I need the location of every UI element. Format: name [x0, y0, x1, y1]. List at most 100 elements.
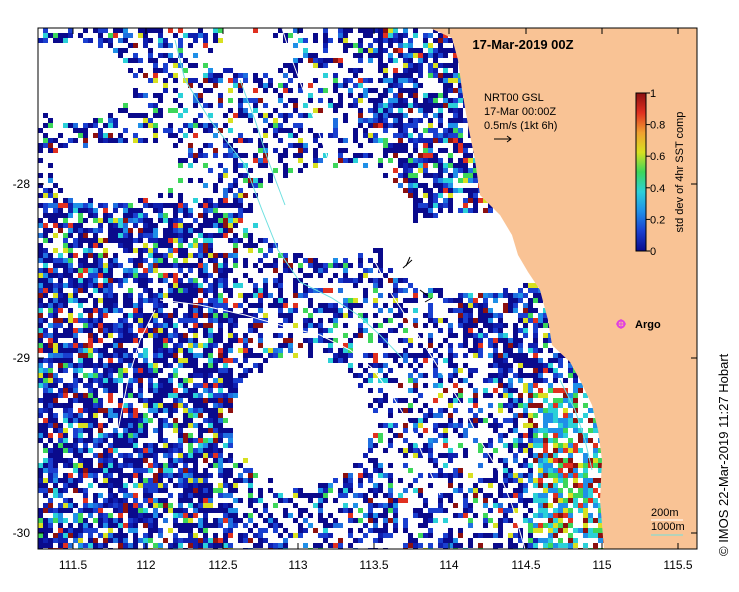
- sst-pixel: [453, 408, 458, 413]
- sst-pixel: [378, 258, 383, 263]
- sst-pixel: [253, 128, 258, 133]
- sst-pixel: [418, 48, 423, 53]
- sst-pixel: [198, 213, 203, 218]
- sst-pixel: [153, 328, 158, 333]
- sst-pixel: [143, 228, 148, 233]
- sst-pixel: [383, 78, 388, 83]
- sst-pixel: [143, 453, 148, 458]
- vector-info-box: NRT00 GSL 17-Mar 00:00Z 0.5m/s (1kt 6h): [484, 92, 557, 143]
- sst-pixel: [418, 63, 423, 68]
- sst-pixel: [588, 418, 593, 423]
- sst-pixel: [568, 373, 573, 378]
- sst-pixel: [168, 253, 173, 258]
- sst-pixel: [348, 298, 353, 303]
- sst-pixel: [113, 388, 118, 393]
- sst-pixel: [38, 538, 43, 543]
- sst-pixel: [513, 398, 518, 403]
- sst-pixel: [158, 468, 163, 473]
- sst-pixel: [273, 518, 278, 523]
- sst-pixel: [98, 238, 103, 243]
- sst-pixel: [158, 308, 163, 313]
- sst-pixel: [493, 293, 498, 298]
- sst-pixel: [103, 213, 108, 218]
- sst-pixel: [83, 408, 88, 413]
- sst-pixel: [198, 493, 203, 498]
- sst-pixel: [558, 508, 563, 513]
- sst-pixel: [463, 333, 468, 338]
- sst-pixel: [183, 293, 188, 298]
- sst-pixel: [443, 178, 448, 183]
- sst-pixel: [83, 463, 88, 468]
- sst-pixel: [93, 118, 98, 123]
- sst-pixel: [393, 78, 398, 83]
- sst-pixel: [518, 473, 523, 478]
- sst-pixel: [208, 73, 213, 78]
- sst-pixel: [83, 208, 88, 213]
- sst-pixel: [93, 273, 98, 278]
- sst-pixel: [48, 258, 53, 263]
- sst-pixel: [203, 63, 208, 68]
- sst-pixel: [473, 368, 478, 373]
- sst-pixel: [68, 358, 73, 363]
- sst-pixel: [123, 543, 128, 548]
- sst-pixel: [63, 463, 68, 468]
- sst-pixel: [128, 288, 133, 293]
- sst-pixel: [343, 478, 348, 483]
- sst-pixel: [203, 273, 208, 278]
- sst-pixel: [78, 238, 83, 243]
- sst-pixel: [253, 153, 258, 158]
- sst-pixel: [168, 353, 173, 358]
- sst-pixel: [53, 488, 58, 493]
- sst-pixel: [228, 108, 233, 113]
- sst-pixel: [458, 303, 463, 308]
- sst-pixel: [213, 38, 218, 43]
- sst-pixel: [188, 128, 193, 133]
- sst-pixel: [123, 368, 128, 373]
- sst-pixel: [193, 473, 198, 478]
- sst-pixel: [218, 508, 223, 513]
- sst-pixel: [318, 98, 323, 103]
- sst-pixel: [48, 283, 53, 288]
- sst-pixel: [108, 223, 113, 228]
- sst-pixel: [398, 313, 403, 318]
- sst-pixel: [558, 398, 563, 403]
- sst-pixel: [38, 468, 43, 473]
- sst-pixel: [178, 113, 183, 118]
- sst-pixel: [533, 428, 538, 433]
- sst-pixel: [443, 68, 448, 73]
- sst-pixel: [128, 408, 133, 413]
- sst-pixel: [393, 33, 398, 38]
- sst-pixel: [113, 468, 118, 473]
- sst-pixel: [218, 228, 223, 233]
- sst-pixel: [373, 263, 378, 268]
- sst-pixel: [218, 408, 223, 413]
- sst-pixel: [93, 338, 98, 343]
- sst-pixel: [78, 478, 83, 483]
- sst-pixel: [43, 368, 48, 373]
- sst-pixel: [143, 508, 148, 513]
- sst-pixel: [378, 403, 383, 408]
- sst-pixel: [103, 408, 108, 413]
- sst-pixel: [63, 273, 68, 278]
- sst-pixel: [158, 448, 163, 453]
- sst-pixel: [43, 493, 48, 498]
- sst-pixel: [243, 523, 248, 528]
- sst-pixel: [418, 543, 423, 548]
- sst-pixel: [173, 218, 178, 223]
- sst-pixel: [518, 368, 523, 373]
- sst-pixel: [43, 378, 48, 383]
- sst-pixel: [383, 333, 388, 338]
- sst-pixel: [483, 333, 488, 338]
- sst-pixel: [158, 428, 163, 433]
- sst-pixel: [388, 353, 393, 358]
- sst-pixel: [423, 443, 428, 448]
- sst-pixel: [408, 403, 413, 408]
- sst-pixel: [223, 468, 228, 473]
- sst-pixel: [138, 353, 143, 358]
- sst-pixel: [68, 483, 73, 488]
- sst-pixel: [278, 153, 283, 158]
- sst-pixel: [98, 38, 103, 43]
- sst-pixel: [68, 478, 73, 483]
- sst-pixel: [88, 268, 93, 273]
- sst-pixel: [458, 433, 463, 438]
